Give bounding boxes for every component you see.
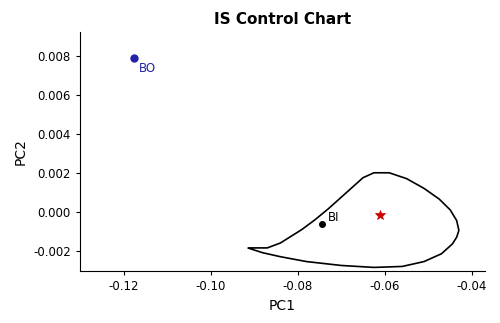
- Y-axis label: PC2: PC2: [14, 138, 28, 165]
- Text: BO: BO: [139, 62, 156, 75]
- Title: IS Control Chart: IS Control Chart: [214, 12, 351, 27]
- X-axis label: PC1: PC1: [269, 299, 296, 313]
- Text: BI: BI: [328, 211, 340, 224]
